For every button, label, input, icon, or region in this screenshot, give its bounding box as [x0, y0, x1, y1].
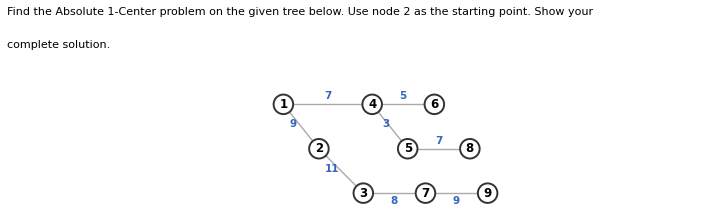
- Text: 1: 1: [279, 98, 287, 111]
- Circle shape: [478, 183, 498, 203]
- Text: 7: 7: [421, 187, 430, 200]
- Text: 9: 9: [289, 119, 297, 129]
- Text: 11: 11: [325, 164, 340, 174]
- Text: 3: 3: [382, 119, 389, 129]
- Text: 5: 5: [403, 142, 412, 155]
- Text: 8: 8: [466, 142, 474, 155]
- Text: 9: 9: [484, 187, 492, 200]
- Circle shape: [274, 95, 293, 114]
- Text: 7: 7: [324, 91, 332, 101]
- Text: 8: 8: [391, 196, 398, 206]
- Text: 9: 9: [453, 196, 460, 206]
- Text: 6: 6: [430, 98, 438, 111]
- Text: 4: 4: [368, 98, 376, 111]
- Circle shape: [415, 183, 435, 203]
- Circle shape: [398, 139, 418, 159]
- Text: 2: 2: [315, 142, 323, 155]
- Circle shape: [362, 95, 382, 114]
- Text: 5: 5: [400, 91, 407, 101]
- Text: 3: 3: [359, 187, 367, 200]
- Text: complete solution.: complete solution.: [7, 40, 111, 50]
- Circle shape: [309, 139, 329, 159]
- Circle shape: [354, 183, 373, 203]
- Text: 7: 7: [435, 136, 442, 146]
- Text: Find the Absolute 1-Center problem on the given tree below. Use node 2 as the st: Find the Absolute 1-Center problem on th…: [7, 7, 593, 17]
- Circle shape: [460, 139, 479, 159]
- Circle shape: [425, 95, 444, 114]
